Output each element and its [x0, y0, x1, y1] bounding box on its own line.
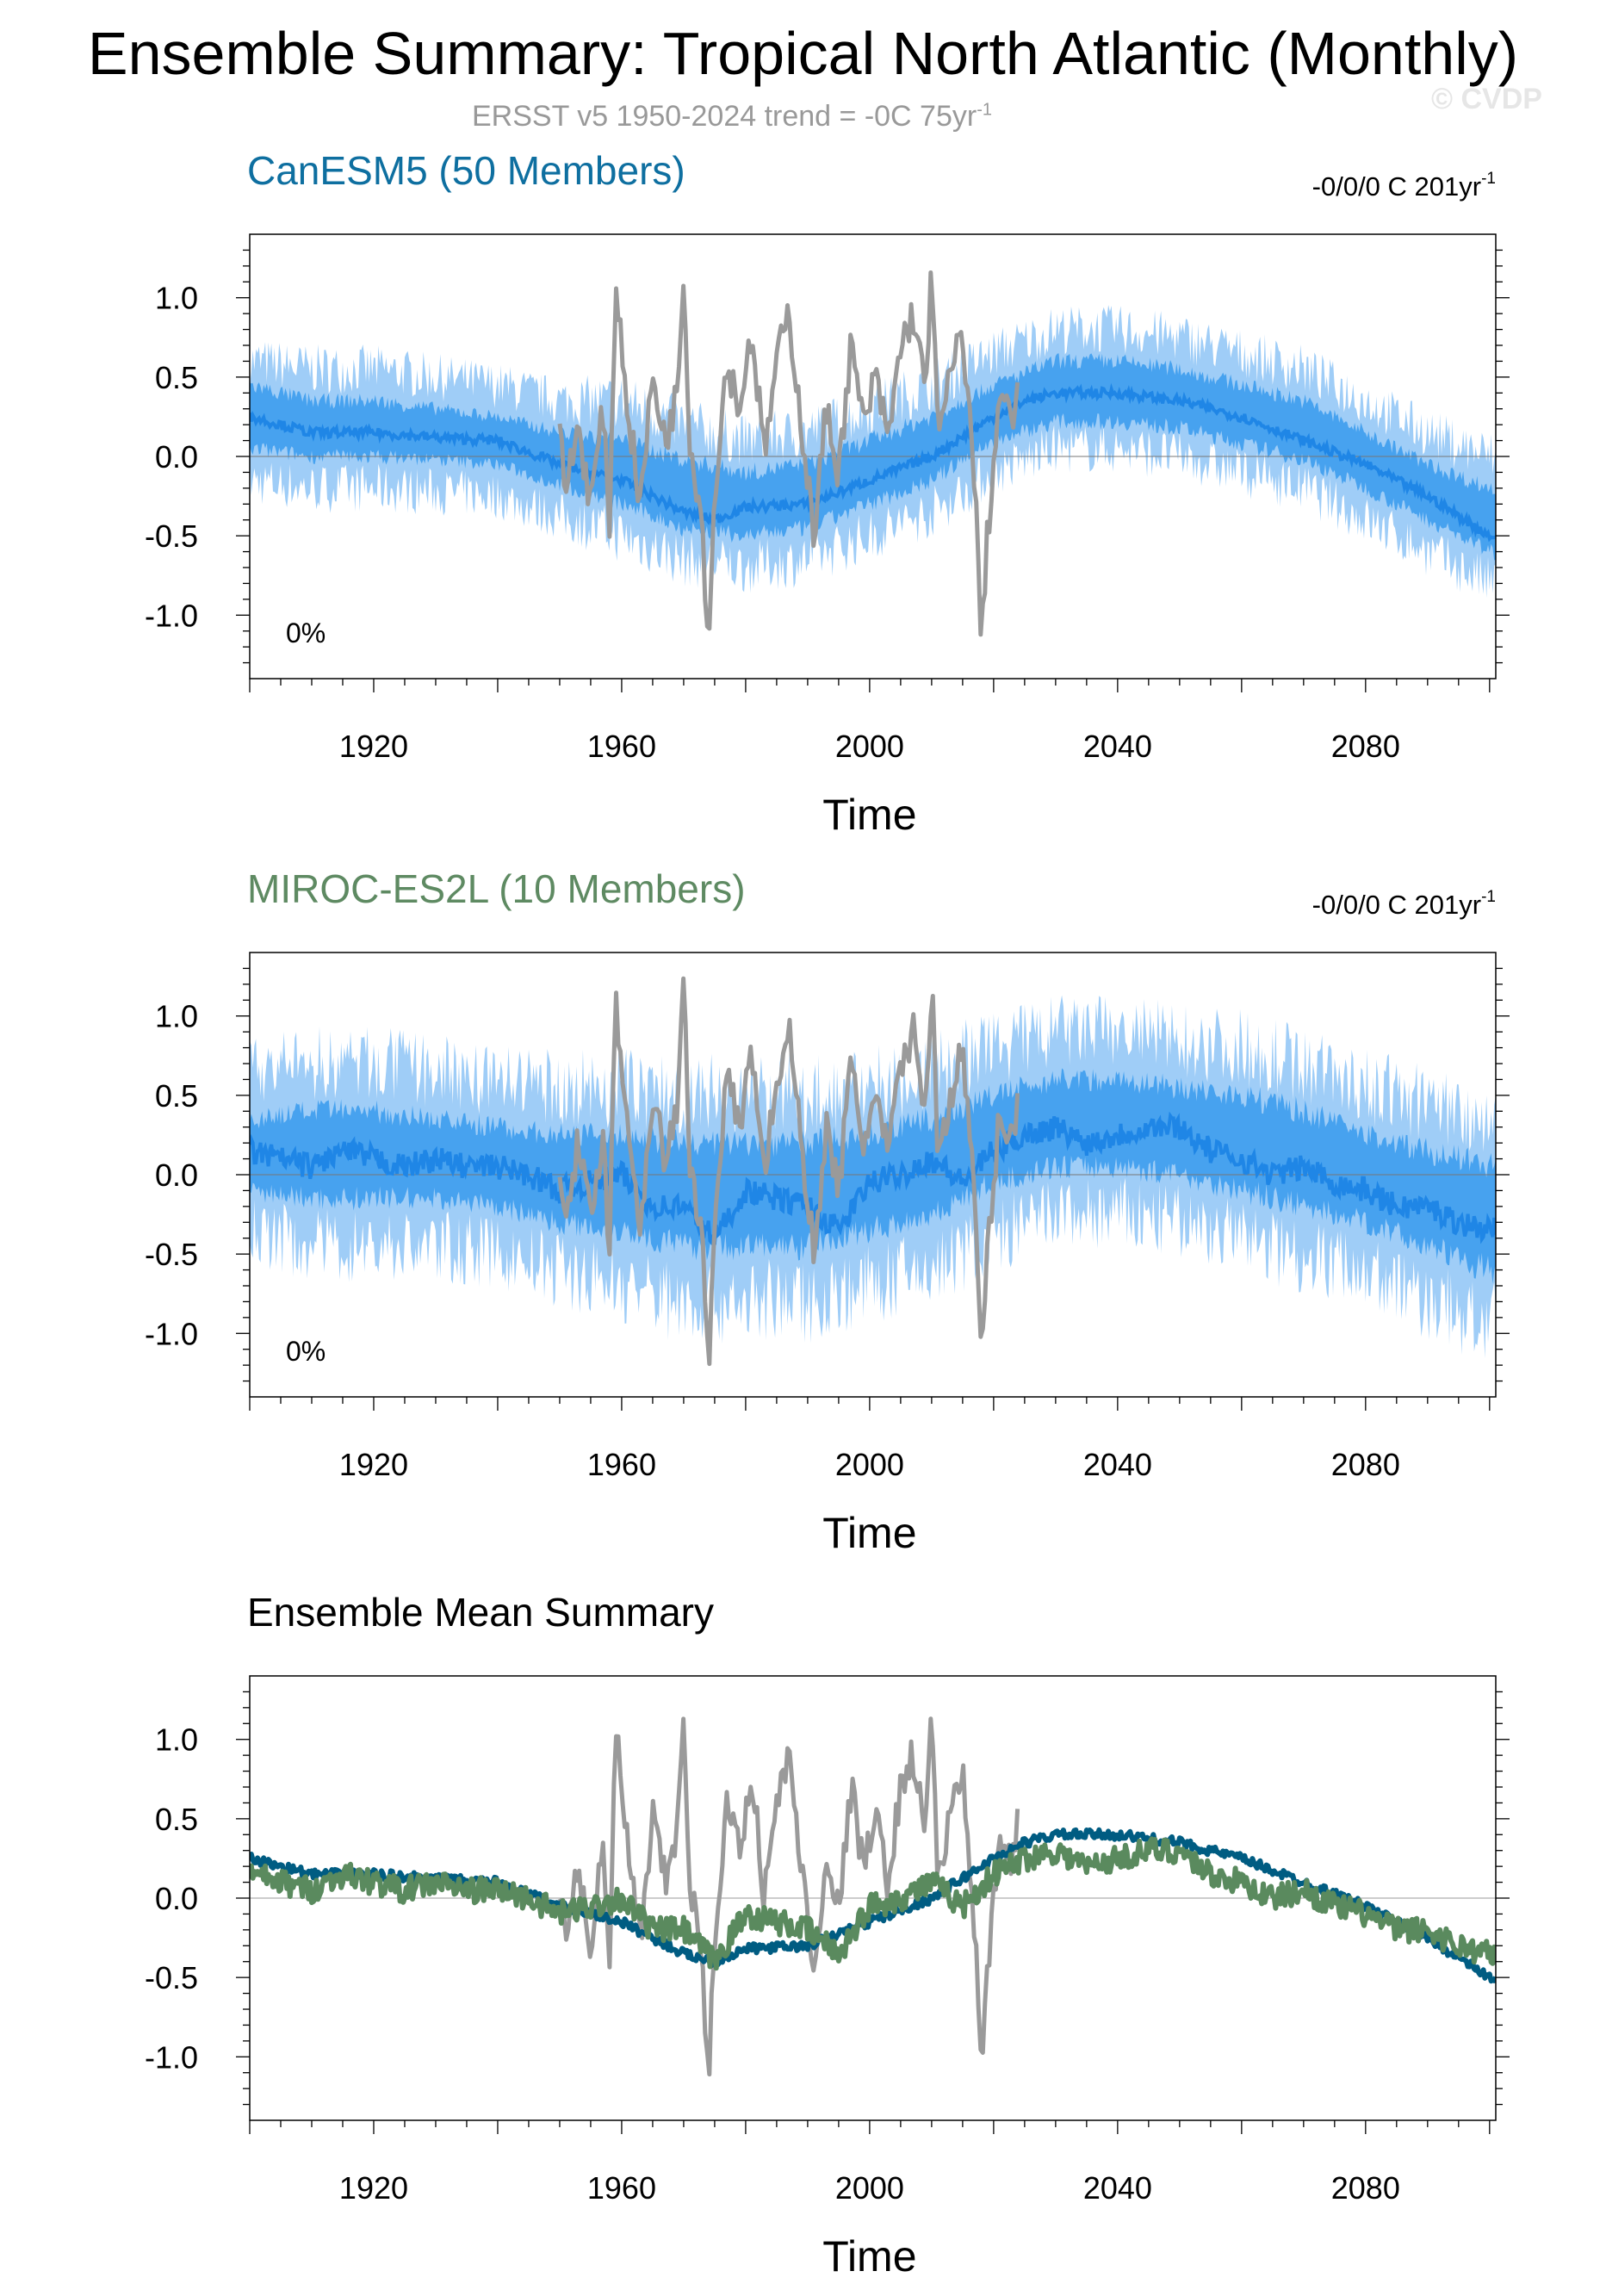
y-tick-label: -0.5: [145, 518, 198, 554]
subtitle: ERSST v5 1950-2024 trend = -0C 75yr-1: [0, 100, 1464, 133]
y-tick-label: 0.0: [155, 1881, 198, 1916]
x-axis-label: Time: [822, 791, 916, 839]
x-tick-label: 2040: [1083, 729, 1152, 764]
x-tick-label: 2080: [1331, 1447, 1400, 1482]
y-tick-label: 0.0: [155, 439, 198, 475]
x-tick-label: 2000: [835, 1447, 904, 1482]
trend-label: -0/0/0 C 201yr-1: [1312, 170, 1496, 202]
y-tick-label: -1.0: [145, 2039, 198, 2075]
ensemble-mean-line: [250, 1111, 1496, 1247]
y-tick-label: 1.0: [155, 999, 198, 1034]
x-tick-label: 2080: [1331, 2170, 1400, 2206]
chart-panel-2: MIROC-ES2L (10 Members) -0/0/0 C 201yr-1 0…: [145, 866, 1510, 1557]
y-tick-label: -1.0: [145, 1316, 198, 1351]
y-tick-label: 0.5: [155, 360, 198, 395]
x-tick-label: 2000: [835, 2170, 904, 2206]
plot-area: [250, 1716, 1496, 2077]
chart-panel-1: CanESM5 (50 Members) -0/0/0 C 201yr-1 0% 1.…: [145, 148, 1510, 839]
y-tick-label: 0.0: [155, 1157, 198, 1193]
x-axis-label: Time: [822, 1509, 916, 1557]
subtitle-exponent: -1: [977, 100, 992, 120]
chart-panel-3: Ensemble Mean Summary 1.0 0.5 0.0 -0.5 -1.0 19…: [145, 1590, 1510, 2280]
y-tick-label: 0.5: [155, 1078, 198, 1114]
x-tick-label: 1920: [339, 1447, 408, 1482]
plot-area: [250, 270, 1496, 637]
x-tick-label: 1960: [587, 2170, 656, 2206]
panel-title: CanESM5 (50 Members): [247, 148, 685, 193]
y-tick-label: -1.0: [145, 598, 198, 633]
x-tick-label: 1960: [587, 729, 656, 764]
x-tick-label: 2040: [1083, 1447, 1152, 1482]
trend-label: -0/0/0 C 201yr-1: [1312, 888, 1496, 920]
trend-label-text: -0/0/0 C 201yr: [1312, 171, 1481, 202]
y-tick-label: 0.5: [155, 1802, 198, 1837]
plot-area: [250, 976, 1496, 1367]
percent-label: 0%: [286, 617, 326, 648]
y-tick-label: -0.5: [145, 1237, 198, 1272]
x-tick-label: 1920: [339, 729, 408, 764]
x-tick-label: 1920: [339, 2170, 408, 2206]
percent-label: 0%: [286, 1336, 326, 1367]
panel-title: MIROC-ES2L (10 Members): [247, 866, 746, 911]
x-axis-label: Time: [822, 2232, 916, 2280]
subtitle-text: ERSST v5 1950-2024 trend = -0C 75yr: [472, 100, 977, 133]
ensemble-mean-line: [250, 382, 1496, 543]
panel-title: Ensemble Mean Summary: [247, 1590, 714, 1635]
main-title: Ensemble Summary: Tropical North Atlanti…: [87, 20, 1519, 87]
y-tick-label: -0.5: [145, 1960, 198, 1995]
cvdp-watermark: © CVDP: [1431, 83, 1542, 115]
observations-line: [557, 270, 1020, 637]
trend-label-text: -0/0/0 C 201yr: [1312, 890, 1481, 920]
x-tick-label: 1960: [587, 1447, 656, 1482]
trend-label-exponent: -1: [1481, 170, 1496, 188]
miroc-mean-line: [250, 1836, 1496, 1971]
y-tick-label: 1.0: [155, 1722, 198, 1758]
x-tick-label: 2080: [1331, 729, 1400, 764]
x-tick-label: 2040: [1083, 2170, 1152, 2206]
trend-label-exponent: -1: [1481, 888, 1496, 906]
y-tick-label: 1.0: [155, 281, 198, 316]
x-tick-label: 2000: [835, 729, 904, 764]
observations-line: [557, 976, 1020, 1367]
